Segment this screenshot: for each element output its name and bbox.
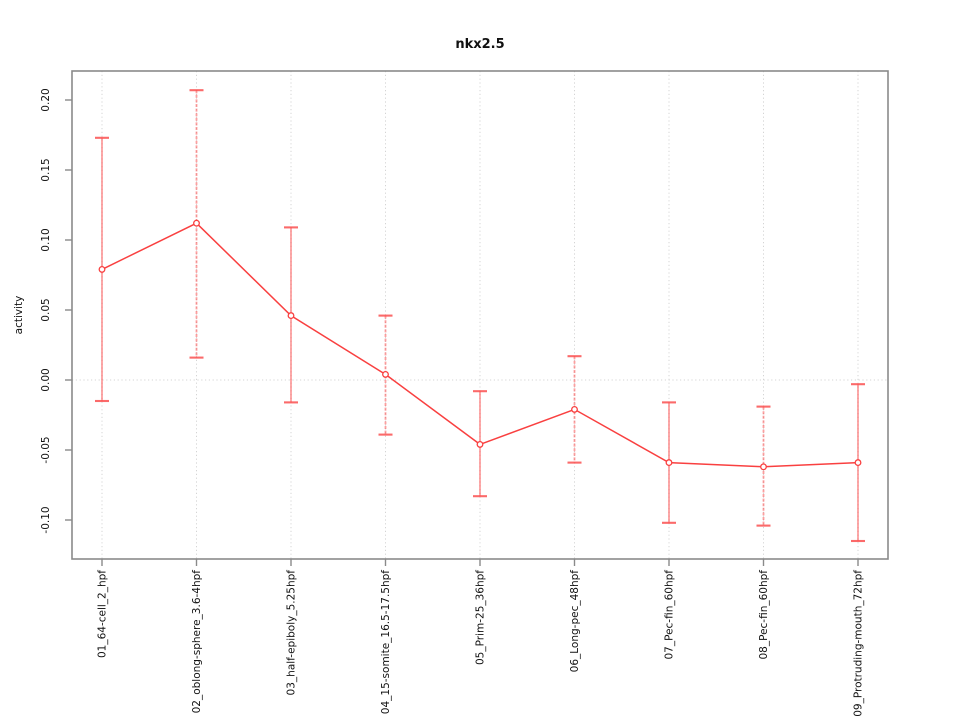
chart-title: nkx2.5 bbox=[455, 37, 504, 52]
y-tick-label: 0.10 bbox=[40, 228, 52, 251]
x-tick-label: 02_oblong-sphere_3.6-4hpf bbox=[191, 570, 203, 714]
x-tick-label: 07_Pec-fin_60hpf bbox=[664, 570, 676, 660]
data-point bbox=[665, 459, 673, 467]
x-tick-label: 01_64-cell_2_hpf bbox=[97, 570, 109, 658]
y-tick-label: 0.20 bbox=[40, 88, 52, 111]
x-tick-label: 06_Long-pec_48hpf bbox=[569, 570, 581, 673]
x-tick-label: 04_15-somite_16.5-17.5hpf bbox=[380, 570, 392, 714]
y-tick-label: 0.15 bbox=[40, 158, 52, 181]
data-point bbox=[382, 370, 389, 378]
data-series bbox=[95, 89, 865, 543]
x-tick-label: 09_Protruding-mouth_72hpf bbox=[853, 570, 865, 717]
y-tick-label: -0.10 bbox=[40, 506, 52, 533]
x-tick-label: 05_Prim-25_36hpf bbox=[475, 570, 487, 665]
x-tick-label: 03_half-epiboly_5.25hpf bbox=[286, 570, 298, 696]
y-tick-label: 0.05 bbox=[40, 298, 52, 321]
y-tick-label: -0.05 bbox=[40, 436, 52, 463]
data-point bbox=[98, 265, 106, 273]
data-point bbox=[760, 463, 767, 471]
data-point bbox=[571, 405, 578, 413]
data-point bbox=[854, 459, 862, 467]
y-tick-label: 0.00 bbox=[40, 368, 52, 391]
data-point bbox=[476, 440, 484, 448]
data-point bbox=[193, 219, 200, 227]
axis-layer: 0.20 0.15 0.10 0.05 0.00 -0.05 -0.10 01_64-cell… bbox=[40, 70, 889, 717]
data-point bbox=[287, 312, 295, 320]
x-tick-label: 08_Pec-fin_60hpf bbox=[758, 570, 770, 660]
y-axis-label: activity bbox=[13, 296, 25, 335]
